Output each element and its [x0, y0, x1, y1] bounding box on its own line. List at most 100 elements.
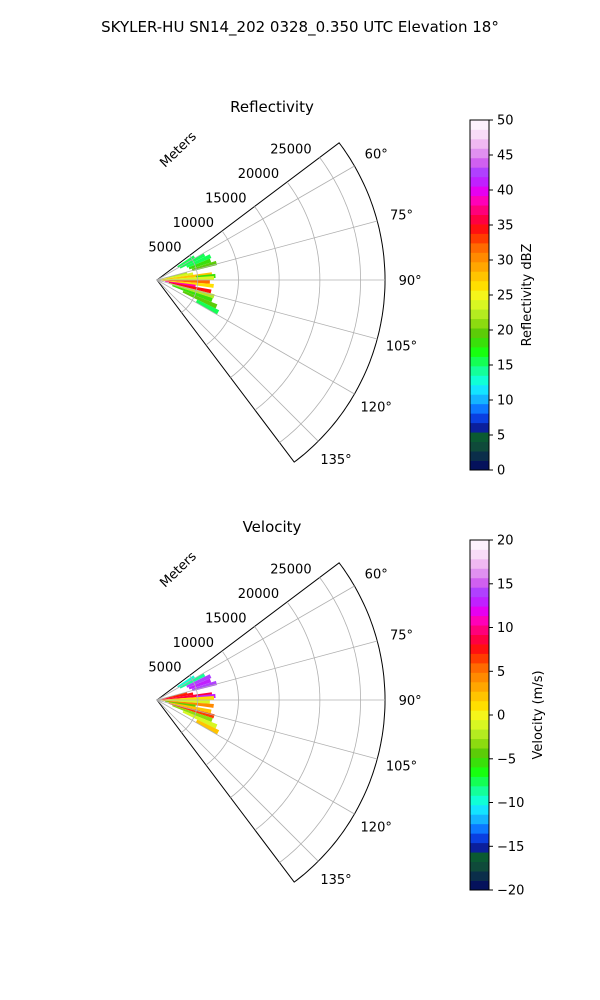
reflectivity-range-ring — [254, 181, 321, 411]
reflectivity-colorbar-segment — [470, 375, 489, 386]
velocity-colorbar-segment — [470, 880, 489, 891]
velocity-data-cell — [182, 710, 218, 729]
velocity-azimuth-spoke — [156, 699, 319, 862]
velocity-colorbar-segment — [470, 795, 489, 806]
velocity-colorbar-segment — [470, 738, 489, 749]
velocity-colorbar-tick-label: 10 — [497, 621, 514, 636]
reflectivity-colorbar-segment — [470, 328, 489, 338]
velocity-panel: Velocity Meters Velocity (m/s) 5000 10000… — [148, 518, 546, 899]
reflectivity-azimuth-tick-label: 105° — [386, 340, 417, 355]
velocity-range-ring — [205, 650, 239, 766]
velocity-azimuth-spoke — [156, 585, 355, 701]
velocity-colorbar-segment — [470, 625, 489, 635]
reflectivity-data-cell — [195, 299, 220, 315]
velocity-radial-axis-label: Meters — [157, 549, 200, 591]
reflectivity-colorbar-tick-label: 15 — [497, 359, 514, 374]
velocity-colorbar-tick-label: −10 — [497, 796, 524, 811]
reflectivity-colorbar-tick-label: 10 — [497, 394, 514, 409]
reflectivity-colorbar-tick-label: 50 — [497, 114, 514, 129]
reflectivity-colorbar-tick-label: 20 — [497, 324, 514, 339]
reflectivity-colorbar-segment — [470, 252, 489, 263]
velocity-colorbar-segment — [470, 558, 489, 569]
velocity-data-cell — [161, 692, 213, 700]
velocity-colorbar-segment — [470, 748, 489, 758]
velocity-colorbar-tick-label: −5 — [497, 752, 516, 767]
reflectivity-azimuth-spoke — [156, 279, 319, 442]
reflectivity-azimuth-spoke — [156, 220, 378, 281]
reflectivity-colorbar-segment — [470, 318, 489, 329]
reflectivity-colorbar-tick-label: 40 — [497, 184, 514, 199]
velocity-data-cell — [177, 675, 196, 688]
reflectivity-data-cell — [186, 254, 212, 268]
velocity-colorbar-segment — [470, 549, 489, 560]
reflectivity-data-cell — [168, 282, 212, 294]
velocity-colorbar-segment — [470, 577, 489, 588]
velocity-colorbar-segment — [470, 540, 489, 550]
velocity-colorbar-tick-label: 15 — [497, 577, 514, 592]
reflectivity-colorbar-segment — [470, 242, 489, 253]
reflectivity-colorbar-segment — [470, 271, 489, 282]
reflectivity-colorbar-segment — [470, 233, 489, 244]
velocity-radial-tick-label: 20000 — [238, 587, 279, 602]
reflectivity-range-ring — [279, 157, 362, 443]
reflectivity-colorbar-segment — [470, 403, 489, 414]
velocity-colorbar-segment — [470, 700, 489, 711]
reflectivity-colorbar-segment — [470, 195, 489, 206]
reflectivity-colorbar-segment — [470, 280, 489, 291]
velocity-radial-tick-label: 25000 — [270, 563, 311, 578]
velocity-data-cell — [159, 696, 214, 700]
velocity-colorbar-tick-label: −15 — [497, 840, 524, 855]
velocity-data-cell — [168, 703, 215, 719]
reflectivity-azimuth-tick-label: 90° — [399, 274, 422, 289]
reflectivity-data-cell — [172, 285, 213, 302]
velocity-radial-tick-label: 10000 — [173, 636, 214, 651]
reflectivity-azimuth-tick-label: 75° — [390, 209, 413, 224]
figure-title: SKYLER-HU SN14_202 0328_0.350 UTC Elevat… — [101, 18, 499, 37]
reflectivity-colorbar-segment — [470, 460, 489, 471]
velocity-data-cell — [161, 692, 194, 700]
reflectivity-azimuth-tick-label: 60° — [365, 148, 388, 163]
reflectivity-colorbar-segment — [470, 384, 489, 395]
reflectivity-colorbar-label: Reflectivity dBZ — [520, 244, 535, 347]
reflectivity-polar-frame — [156, 142, 386, 463]
reflectivity-colorbar-segment — [470, 422, 489, 433]
reflectivity-colorbar-segment — [470, 432, 489, 443]
velocity-colorbar-segment — [470, 861, 489, 872]
velocity-range-ring — [230, 626, 280, 798]
reflectivity-data-cell — [161, 272, 194, 280]
velocity-colorbar-segment — [470, 568, 489, 579]
velocity-colorbar-segment — [470, 804, 489, 815]
velocity-colorbar-segment — [470, 691, 489, 702]
reflectivity-range-ring — [181, 255, 199, 313]
reflectivity-azimuth-tick-label: 120° — [361, 401, 392, 416]
reflectivity-colorbar-tick-label: 35 — [497, 219, 514, 234]
velocity-colorbar-segment — [470, 767, 489, 777]
velocity-colorbar-segment — [470, 833, 489, 844]
velocity-colorbar-segment — [470, 823, 489, 834]
reflectivity-data-cell — [177, 255, 196, 268]
velocity-colorbar-tick-label: −20 — [497, 884, 524, 899]
velocity-data-cell — [172, 705, 213, 722]
reflectivity-colorbar-tick-label: 45 — [497, 149, 514, 164]
reflectivity-radial-tick-label: 25000 — [270, 143, 311, 158]
velocity-colorbar-segment — [470, 785, 489, 796]
reflectivity-radial-tick-label: 10000 — [173, 216, 214, 231]
velocity-range-ring — [254, 601, 321, 831]
reflectivity-colorbar-segment — [470, 356, 489, 367]
velocity-colorbar-segment — [470, 710, 489, 721]
velocity-azimuth-spoke — [156, 699, 355, 815]
velocity-colorbar-segment — [470, 757, 489, 768]
velocity-colorbar-label: Velocity (m/s) — [531, 670, 546, 759]
reflectivity-colorbar-segment — [470, 186, 489, 197]
velocity-radial-tick-label: 5000 — [148, 661, 181, 676]
reflectivity-colorbar-segment — [470, 299, 489, 310]
reflectivity-colorbar-segment — [470, 205, 489, 215]
velocity-colorbar-segment — [470, 681, 489, 692]
velocity-azimuth-tick-label: 75° — [390, 629, 413, 644]
reflectivity-azimuth-spoke — [156, 279, 355, 395]
velocity-colorbar-segment — [470, 644, 489, 654]
velocity-radial-tick-label: 15000 — [205, 612, 246, 627]
velocity-colorbar-segment — [470, 615, 489, 626]
reflectivity-range-ring — [205, 230, 239, 346]
